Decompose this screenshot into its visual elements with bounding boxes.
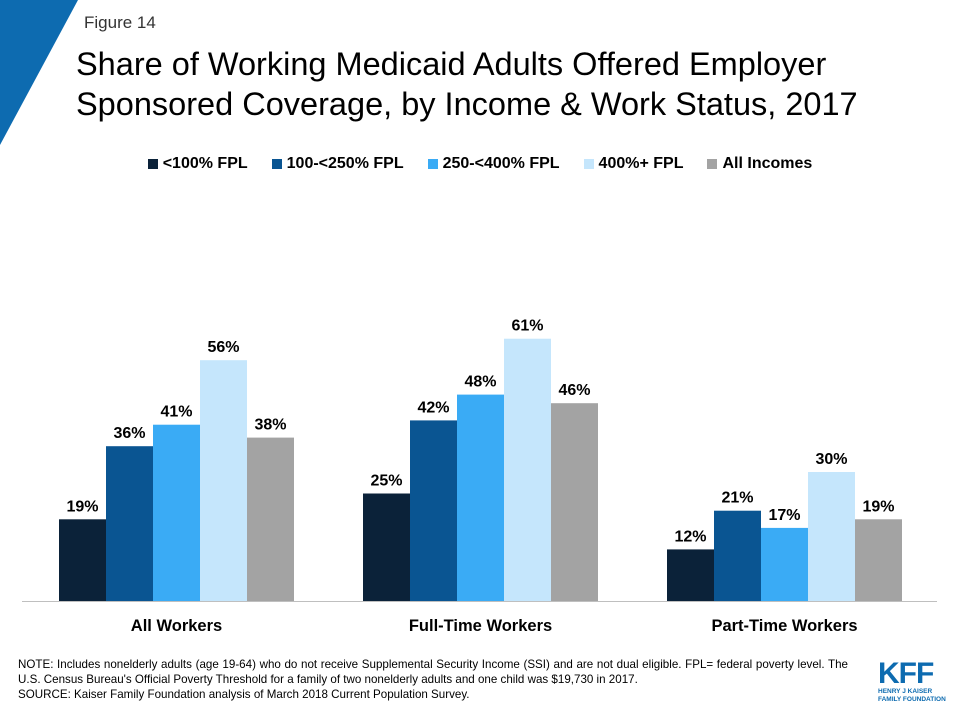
bar-2-4 — [855, 519, 902, 601]
chart-title: Share of Working Medicaid Adults Offered… — [76, 44, 936, 124]
bar-1-4 — [551, 403, 598, 601]
legend-swatch-lt100 — [147, 159, 158, 169]
legend-item-lt100: <100% FPL — [147, 155, 248, 173]
bar-2-0 — [667, 549, 714, 601]
kff-logo-mark: KFF — [878, 657, 934, 690]
category-label-2: Part-Time Workers — [711, 617, 857, 635]
footnote-note: NOTE: Includes nonelderly adults (age 19… — [18, 658, 848, 686]
footnote: NOTE: Includes nonelderly adults (age 19… — [18, 657, 848, 702]
chart-title-line-2: Sponsored Coverage, by Income & Work Sta… — [76, 86, 858, 122]
data-label-0-1: 36% — [113, 425, 145, 442]
legend-label-100-250: 100-<250% FPL — [286, 155, 404, 172]
data-label-0-4: 38% — [254, 417, 286, 434]
legend-swatch-100-250 — [271, 159, 282, 169]
category-label-0: All Workers — [131, 617, 222, 635]
kff-logo-sub-2: FAMILY FOUNDATION — [878, 695, 946, 703]
kff-logo: KFF HENRY J KAISER FAMILY FOUNDATION — [878, 657, 948, 703]
bar-0-1 — [106, 446, 153, 601]
data-label-1-0: 25% — [370, 473, 402, 490]
legend-label-400plus: 400%+ FPL — [598, 155, 684, 172]
bar-1-0 — [363, 493, 410, 601]
legend-label-lt100: <100% FPL — [162, 155, 248, 172]
legend-item-400plus: 400%+ FPL — [583, 155, 684, 173]
category-label-1: Full-Time Workers — [409, 617, 552, 635]
figure-label: Figure 14 — [84, 13, 156, 32]
data-label-1-3: 61% — [511, 318, 543, 335]
bar-0-3 — [200, 360, 247, 601]
bar-0-2 — [153, 424, 200, 601]
footnote-source: SOURCE: Kaiser Family Foundation analysi… — [18, 688, 470, 701]
data-label-1-1: 42% — [417, 399, 449, 416]
legend-swatch-all-incomes — [707, 159, 718, 169]
data-label-0-0: 19% — [66, 498, 98, 515]
data-label-2-1: 21% — [721, 490, 753, 507]
data-label-2-0: 12% — [674, 528, 706, 545]
legend-item-all-incomes: All Incomes — [707, 155, 812, 173]
data-label-0-2: 41% — [160, 404, 192, 421]
bar-2-3 — [808, 472, 855, 601]
legend-label-all-incomes: All Incomes — [722, 155, 813, 172]
legend: <100% FPL 100-<250% FPL 250-<400% FPL 40… — [0, 155, 960, 173]
chart-title-line-1: Share of Working Medicaid Adults Offered… — [76, 46, 827, 82]
bar-0-0 — [59, 519, 106, 601]
legend-swatch-400plus — [583, 159, 594, 169]
bar-1-1 — [410, 420, 457, 601]
bar-2-2 — [761, 527, 808, 601]
bar-0-4 — [247, 437, 294, 601]
bar-2-1 — [714, 510, 761, 601]
legend-label-250-400: 250-<400% FPL — [442, 155, 560, 172]
bar-1-2 — [457, 394, 504, 601]
corner-accent — [0, 0, 78, 145]
legend-item-100-250: 100-<250% FPL — [271, 155, 404, 173]
data-label-1-2: 48% — [464, 374, 496, 391]
data-label-1-4: 46% — [558, 382, 590, 399]
bar-1-3 — [504, 338, 551, 601]
legend-swatch-250-400 — [427, 159, 438, 169]
legend-item-250-400: 250-<400% FPL — [427, 155, 560, 173]
corner-triangle — [0, 0, 78, 145]
data-label-2-3: 30% — [815, 451, 847, 468]
data-label-0-3: 56% — [207, 339, 239, 356]
kff-logo-sub-1: HENRY J KAISER — [878, 688, 933, 695]
data-label-2-2: 17% — [768, 507, 800, 524]
data-label-2-4: 19% — [862, 498, 894, 515]
